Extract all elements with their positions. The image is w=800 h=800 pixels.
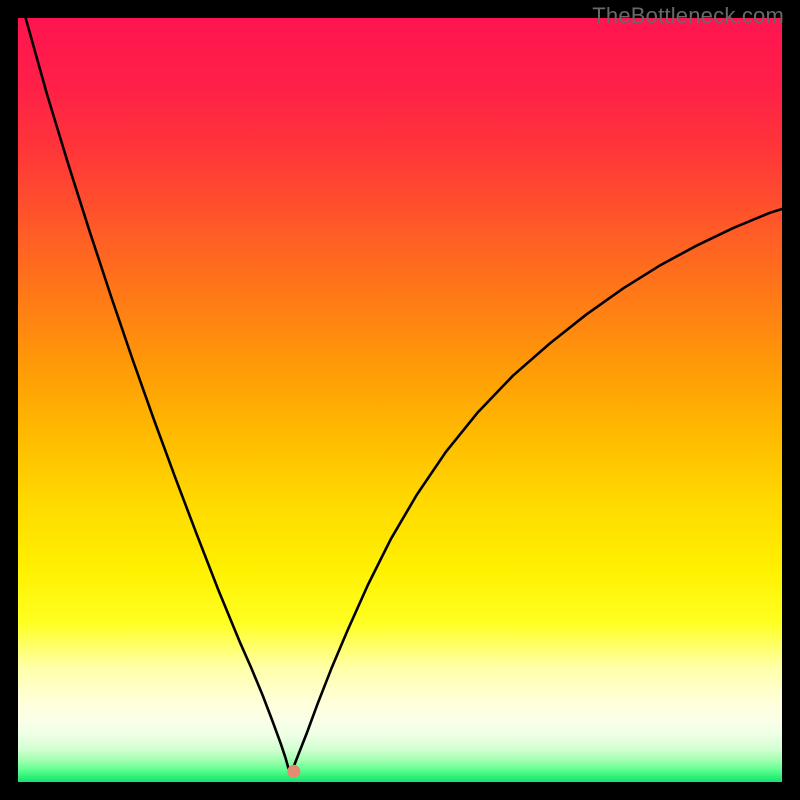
gradient-rect bbox=[18, 18, 782, 782]
watermark-text: TheBottleneck.com bbox=[592, 3, 784, 29]
chart-frame: TheBottleneck.com bbox=[0, 0, 800, 800]
plot-background bbox=[18, 18, 782, 782]
